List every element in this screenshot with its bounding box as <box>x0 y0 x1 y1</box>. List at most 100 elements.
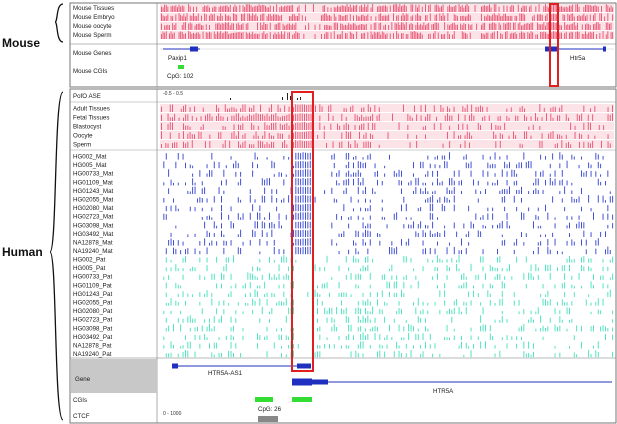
signal-bar <box>495 14 497 21</box>
signal-bar <box>609 250 611 255</box>
signal-bar <box>285 273 287 280</box>
signal-bar <box>581 285 582 289</box>
signal-bar <box>233 353 234 358</box>
signal-bar <box>488 115 490 121</box>
signal-bar <box>516 256 518 263</box>
signal-bar <box>533 221 534 229</box>
signal-bar <box>235 108 237 112</box>
signal-bar <box>578 32 580 39</box>
signal-bar <box>339 125 341 130</box>
signal-bar <box>357 273 359 280</box>
signal-bar <box>297 152 299 160</box>
signal-bar <box>167 14 169 21</box>
signal-bar <box>213 6 215 12</box>
signal-bar <box>396 281 398 289</box>
signal-bar <box>499 115 501 121</box>
signal-bar <box>533 14 535 21</box>
signal-bar <box>516 207 518 212</box>
signal-bar <box>348 170 350 177</box>
signal-bar <box>279 123 281 130</box>
signal-bar <box>556 32 558 39</box>
signal-bar <box>288 125 290 130</box>
signal-bar <box>338 183 340 186</box>
signal-bar <box>386 281 388 289</box>
signal-bar <box>355 155 357 160</box>
signal-bar <box>282 23 284 30</box>
signal-bar <box>362 332 364 340</box>
signal-bar <box>349 31 351 39</box>
signal-bar <box>290 16 292 21</box>
signal-bar <box>384 165 386 169</box>
signal-bar <box>196 24 198 30</box>
signal-bar <box>338 233 340 237</box>
signal-bar <box>398 308 400 315</box>
signal-bar <box>307 186 309 194</box>
signal-bar <box>324 190 326 194</box>
signal-bar <box>572 32 574 39</box>
signal-bar <box>466 131 468 139</box>
signal-bar <box>233 107 235 112</box>
signal-bar <box>525 256 527 263</box>
signal-bar <box>338 265 340 272</box>
signal-bar <box>271 308 273 315</box>
signal-bar <box>535 34 537 39</box>
signal-bar <box>299 113 301 121</box>
signal-bar <box>601 140 602 148</box>
signal-bar <box>253 34 255 39</box>
signal-bar <box>456 260 458 263</box>
signal-bar <box>249 195 251 203</box>
signal-bar <box>321 15 322 21</box>
signal-bar <box>447 6 449 12</box>
signal-bar <box>343 25 345 30</box>
signal-bar <box>282 115 283 121</box>
signal-bar <box>189 341 191 349</box>
signal-bar <box>596 22 598 30</box>
signal-bar <box>293 281 294 289</box>
signal-bar <box>542 325 544 332</box>
signal-bar <box>458 250 460 255</box>
signal-bar <box>225 14 226 21</box>
signal-bar <box>169 33 170 39</box>
signal-bar <box>378 5 380 12</box>
signal-bar <box>502 134 503 139</box>
signal-bar <box>446 247 448 255</box>
signal-bar <box>607 224 609 229</box>
signal-bar <box>552 131 554 139</box>
signal-bar <box>565 114 567 121</box>
signal-bar <box>451 115 453 121</box>
signal-bar <box>422 240 424 246</box>
signal-bar <box>537 307 539 315</box>
signal-bar <box>437 231 438 237</box>
signal-bar <box>573 198 575 203</box>
signal-bar <box>194 182 196 186</box>
paternal-labels: HG002_PatHG005_PatHG00733_PatHG01109_Pat… <box>73 257 112 359</box>
signal-bar <box>586 34 588 39</box>
signal-bar <box>356 31 358 39</box>
signal-bar <box>385 5 386 12</box>
signal-bar <box>266 299 268 306</box>
signal-bar <box>169 132 171 139</box>
signal-bar <box>216 342 218 349</box>
signal-bar <box>422 161 424 169</box>
signal-bar <box>477 106 479 112</box>
signal-bar <box>337 5 338 12</box>
signal-bar <box>501 311 503 315</box>
signal-bar <box>546 33 548 39</box>
signal-bar <box>369 215 371 220</box>
signal-bar <box>523 323 525 332</box>
signal-bar <box>360 326 362 332</box>
signal-bar <box>449 190 450 194</box>
signal-bar <box>538 24 540 30</box>
signal-bar <box>367 116 369 121</box>
signal-bar <box>324 266 326 272</box>
signal-bar <box>530 161 532 169</box>
signal-bar <box>223 266 225 272</box>
signal-bar <box>453 300 455 306</box>
signal-bar <box>168 303 170 306</box>
maternal-track-6 <box>165 203 609 212</box>
signal-bar <box>257 135 259 139</box>
signal-bar <box>252 273 254 280</box>
mouse-highlight-box <box>549 3 559 87</box>
signal-bar <box>308 122 310 130</box>
signal-bar <box>521 162 522 169</box>
